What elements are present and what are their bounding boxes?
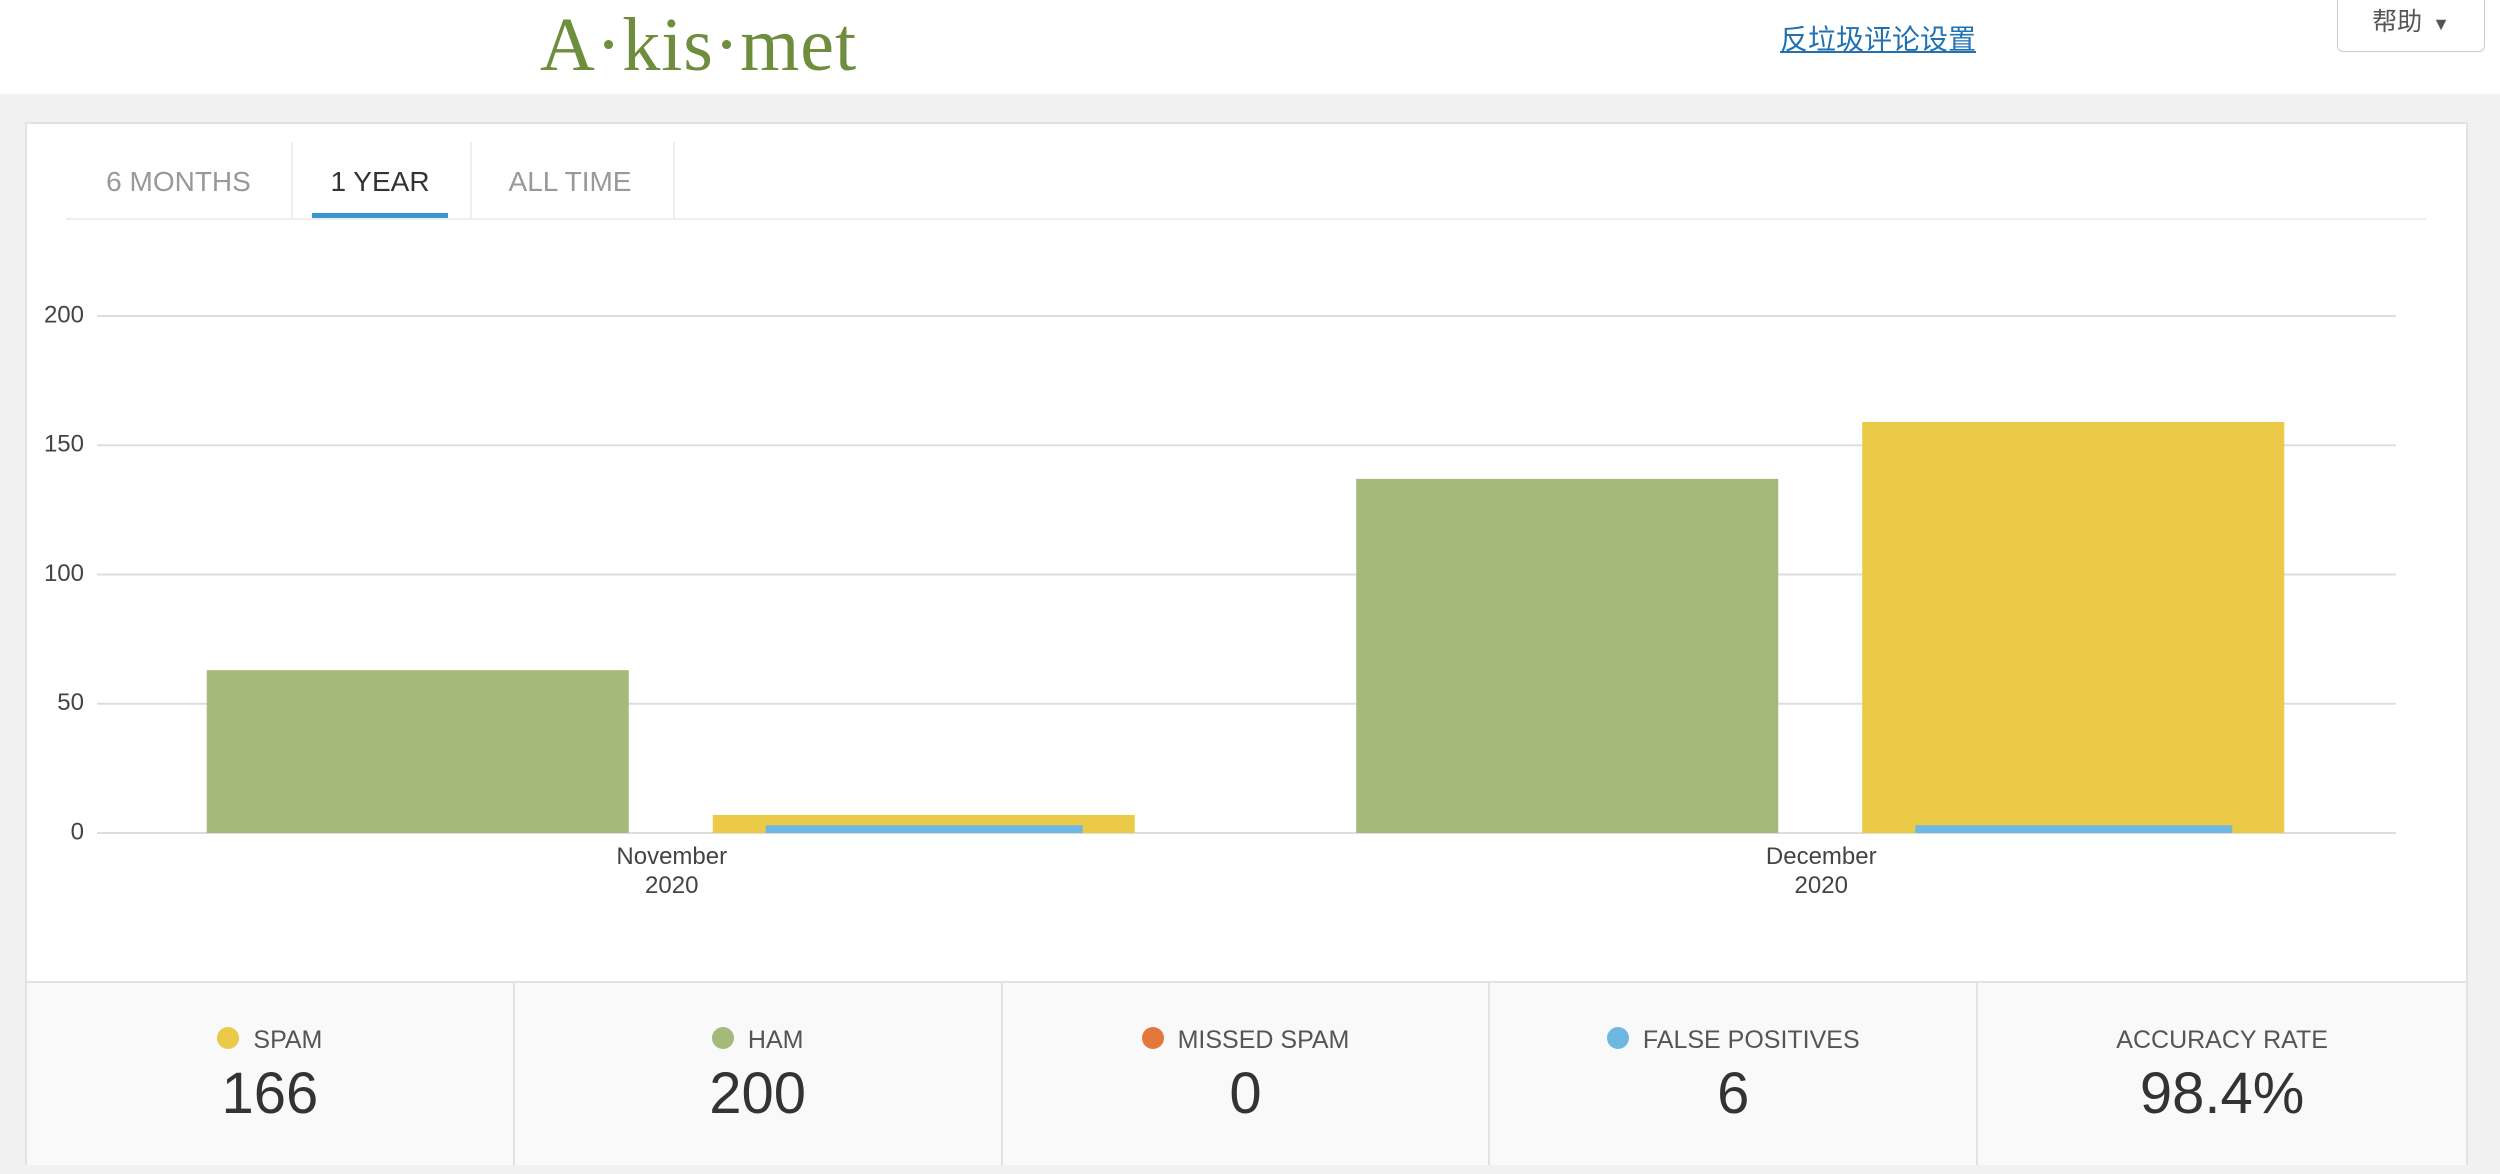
summary-label-row: MISSED SPAM xyxy=(1003,1025,1489,1055)
bar xyxy=(206,670,629,833)
tab-separator xyxy=(470,142,472,218)
summary-label-row: SPAM xyxy=(27,1025,513,1055)
logo: A·kis·met xyxy=(540,3,858,87)
tab[interactable]: 1 YEAR xyxy=(330,166,430,197)
active-tab-indicator xyxy=(312,213,448,218)
help-button[interactable]: 帮助 ▼ xyxy=(2337,0,2485,52)
summary-label-row: ACCURACY RATE xyxy=(1978,1025,2466,1055)
legend-dot xyxy=(1141,1027,1164,1049)
tab[interactable]: ALL TIME xyxy=(508,166,632,197)
summary-label: SPAM xyxy=(253,1026,323,1054)
summary-label: HAM xyxy=(747,1026,804,1054)
summary-value: 166 xyxy=(221,1061,319,1126)
summary-label: MISSED SPAM xyxy=(1177,1026,1350,1054)
bar xyxy=(1862,421,2285,833)
tab-separator xyxy=(291,142,293,218)
summary-value: 200 xyxy=(709,1061,807,1126)
summary-value: 98.4% xyxy=(2139,1061,2305,1126)
summary-value: 0 xyxy=(1229,1061,1262,1126)
tabs-divider xyxy=(66,218,2426,220)
settings-link[interactable]: 反垃圾评论设置 xyxy=(1780,24,1977,55)
y-tick-label: 150 xyxy=(44,431,84,458)
legend-dot xyxy=(217,1027,240,1049)
dropdown-arrow: ▼ xyxy=(2432,14,2450,34)
y-tick-label: 0 xyxy=(71,818,84,845)
bar xyxy=(1356,478,1779,833)
tab-separator xyxy=(673,142,675,218)
summary-cell: ACCURACY RATE 98.4% xyxy=(1978,983,2466,1165)
summary-bar: SPAM 166 HAM 200 MISSED SPAM 0 FALSE POSITIVES… xyxy=(27,981,2466,1165)
summary-cell: MISSED SPAM 0 xyxy=(1003,983,1491,1165)
summary-label-row: FALSE POSITIVES xyxy=(1490,1025,1976,1055)
bar xyxy=(1915,825,2233,833)
y-tick-label: 50 xyxy=(57,689,84,716)
y-tick-label: 100 xyxy=(44,560,84,587)
x-tick-label: November 2020 xyxy=(616,843,728,899)
summary-label: ACCURACY RATE xyxy=(2116,1026,2328,1054)
header: A·kis·met 反垃圾评论设置 帮助 ▼ xyxy=(0,0,2500,94)
summary-cell: FALSE POSITIVES 6 xyxy=(1490,983,1979,1165)
y-tick-label: 200 xyxy=(44,301,84,328)
legend-dot xyxy=(1606,1027,1629,1049)
summary-label: FALSE POSITIVES xyxy=(1642,1026,1860,1054)
summary-label-row: HAM xyxy=(515,1025,1001,1055)
help-label: 帮助 xyxy=(2372,8,2423,36)
x-tick-label: December 2020 xyxy=(1765,843,1877,899)
summary-value: 6 xyxy=(1717,1061,1750,1126)
legend-dot xyxy=(711,1027,734,1049)
bar xyxy=(765,825,1083,833)
summary-cell: HAM 200 xyxy=(515,983,1003,1165)
tab[interactable]: 6 MONTHS xyxy=(106,166,251,197)
summary-cell: SPAM 166 xyxy=(27,983,515,1165)
